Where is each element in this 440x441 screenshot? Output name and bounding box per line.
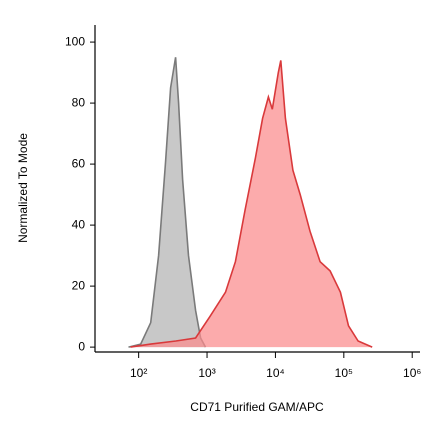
histogram-area <box>130 60 373 348</box>
histogram-outline <box>130 60 373 348</box>
histogram-area <box>128 57 206 348</box>
x-tick-label: 10³ <box>198 366 215 380</box>
y-tick-label: 20 <box>72 278 86 292</box>
y-tick-label: 40 <box>72 217 86 231</box>
y-tick-label: 100 <box>65 34 85 48</box>
x-tick-label: 10⁶ <box>403 366 421 380</box>
histogram-outline <box>128 57 207 348</box>
x-tick-label: 10² <box>130 366 147 380</box>
x-tick-label: 10⁵ <box>335 366 353 380</box>
x-axis-title: CD71 Purified GAM/APC <box>190 400 324 414</box>
y-tick-label: 60 <box>72 156 86 170</box>
y-tick-label: 80 <box>72 95 86 109</box>
x-tick-label: 10⁴ <box>266 366 285 380</box>
y-tick-label: 0 <box>78 339 85 353</box>
y-axis-title: Normalized To Mode <box>16 133 30 243</box>
